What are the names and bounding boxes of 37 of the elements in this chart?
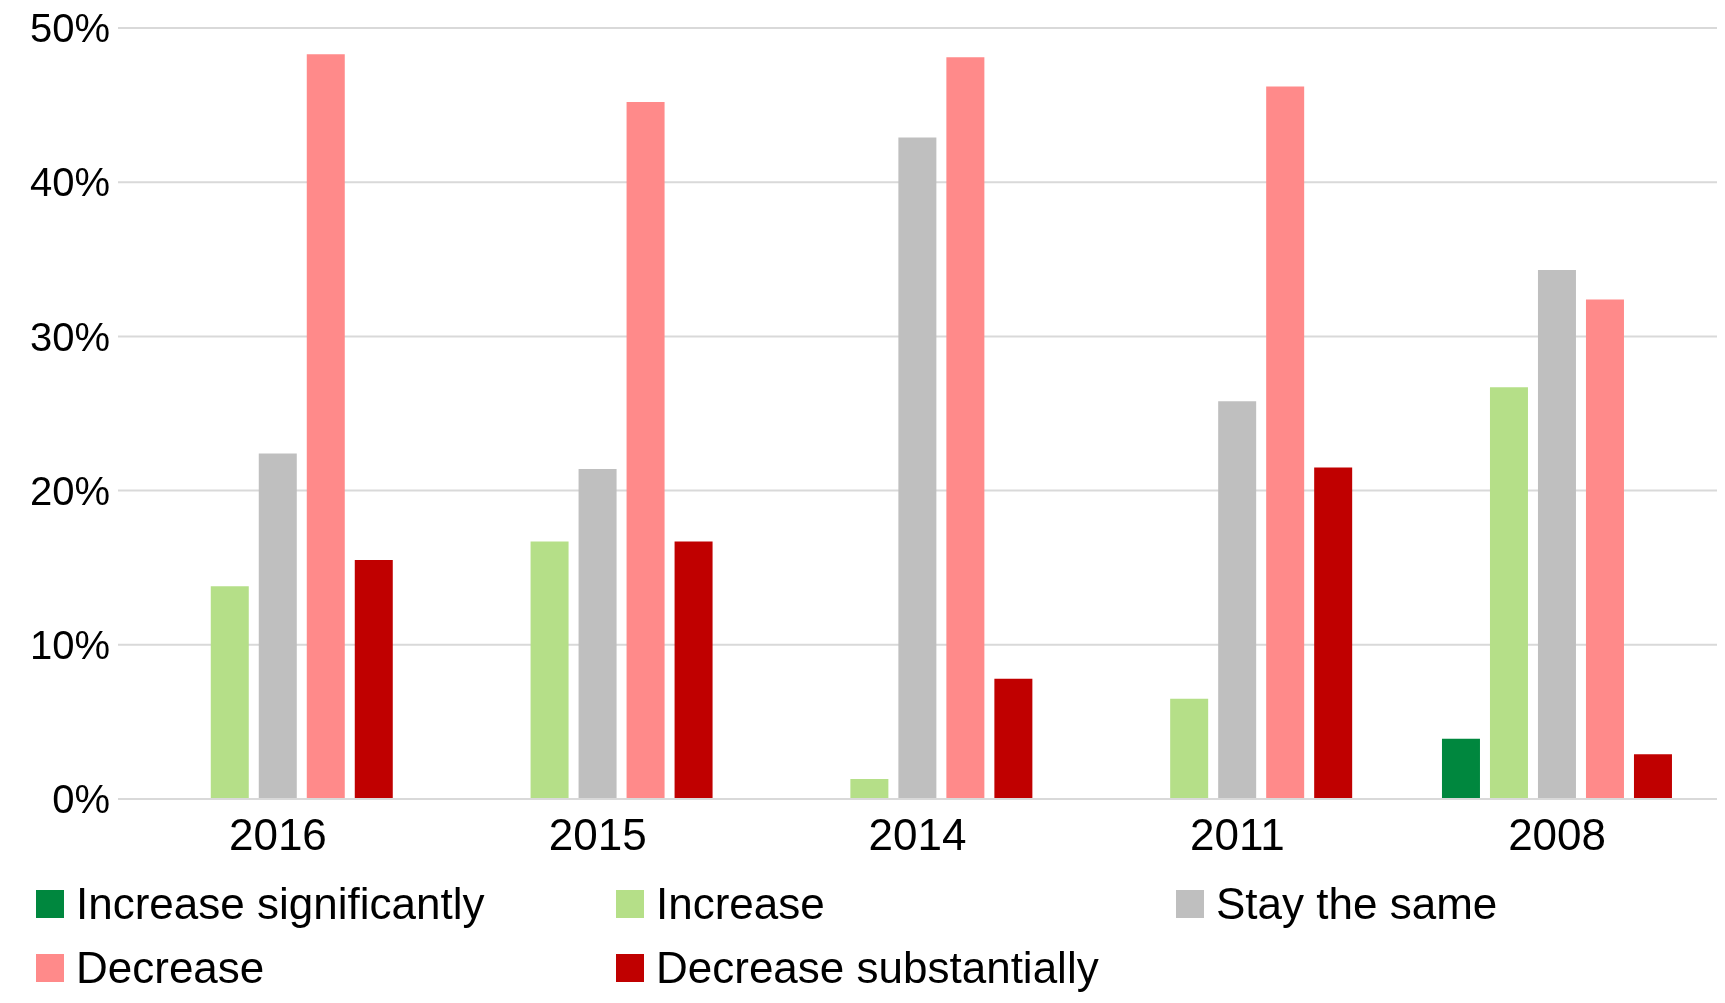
bar — [626, 102, 665, 799]
bar — [898, 137, 937, 799]
legend-label: Decrease substantially — [656, 943, 1099, 993]
legend-label: Decrease — [76, 943, 265, 993]
bar — [1585, 299, 1624, 799]
x-tick-label: 2014 — [868, 810, 967, 860]
bar — [1218, 401, 1257, 799]
y-tick-label: 20% — [29, 468, 110, 513]
x-tick-label: 2008 — [1508, 810, 1607, 860]
y-tick-label: 50% — [29, 6, 110, 51]
legend-label: Stay the same — [1216, 879, 1498, 929]
x-tick-label: 2016 — [228, 810, 327, 860]
bar — [530, 541, 569, 799]
x-tick-label: 2015 — [548, 810, 647, 860]
bar — [354, 559, 393, 799]
bar — [258, 453, 297, 799]
x-tick-label: 2011 — [1189, 810, 1285, 860]
legend-label: Increase significantly — [76, 879, 485, 929]
y-tick-label: 40% — [29, 160, 110, 205]
bar — [210, 586, 249, 799]
bar — [674, 541, 713, 799]
bar — [1489, 387, 1528, 799]
y-tick-label: 0% — [52, 777, 110, 822]
bar — [306, 54, 345, 799]
bar — [1441, 738, 1480, 799]
bar — [1537, 270, 1576, 799]
bar — [1633, 754, 1672, 799]
bar — [1314, 467, 1353, 799]
bar — [850, 778, 889, 799]
bar — [1170, 698, 1209, 799]
legend-label: Increase — [656, 879, 825, 929]
y-tick-label: 30% — [29, 314, 110, 359]
bar — [946, 57, 985, 799]
y-tick-label: 10% — [29, 623, 110, 667]
bar — [994, 678, 1033, 799]
bar — [578, 469, 617, 799]
bar — [1266, 86, 1305, 799]
